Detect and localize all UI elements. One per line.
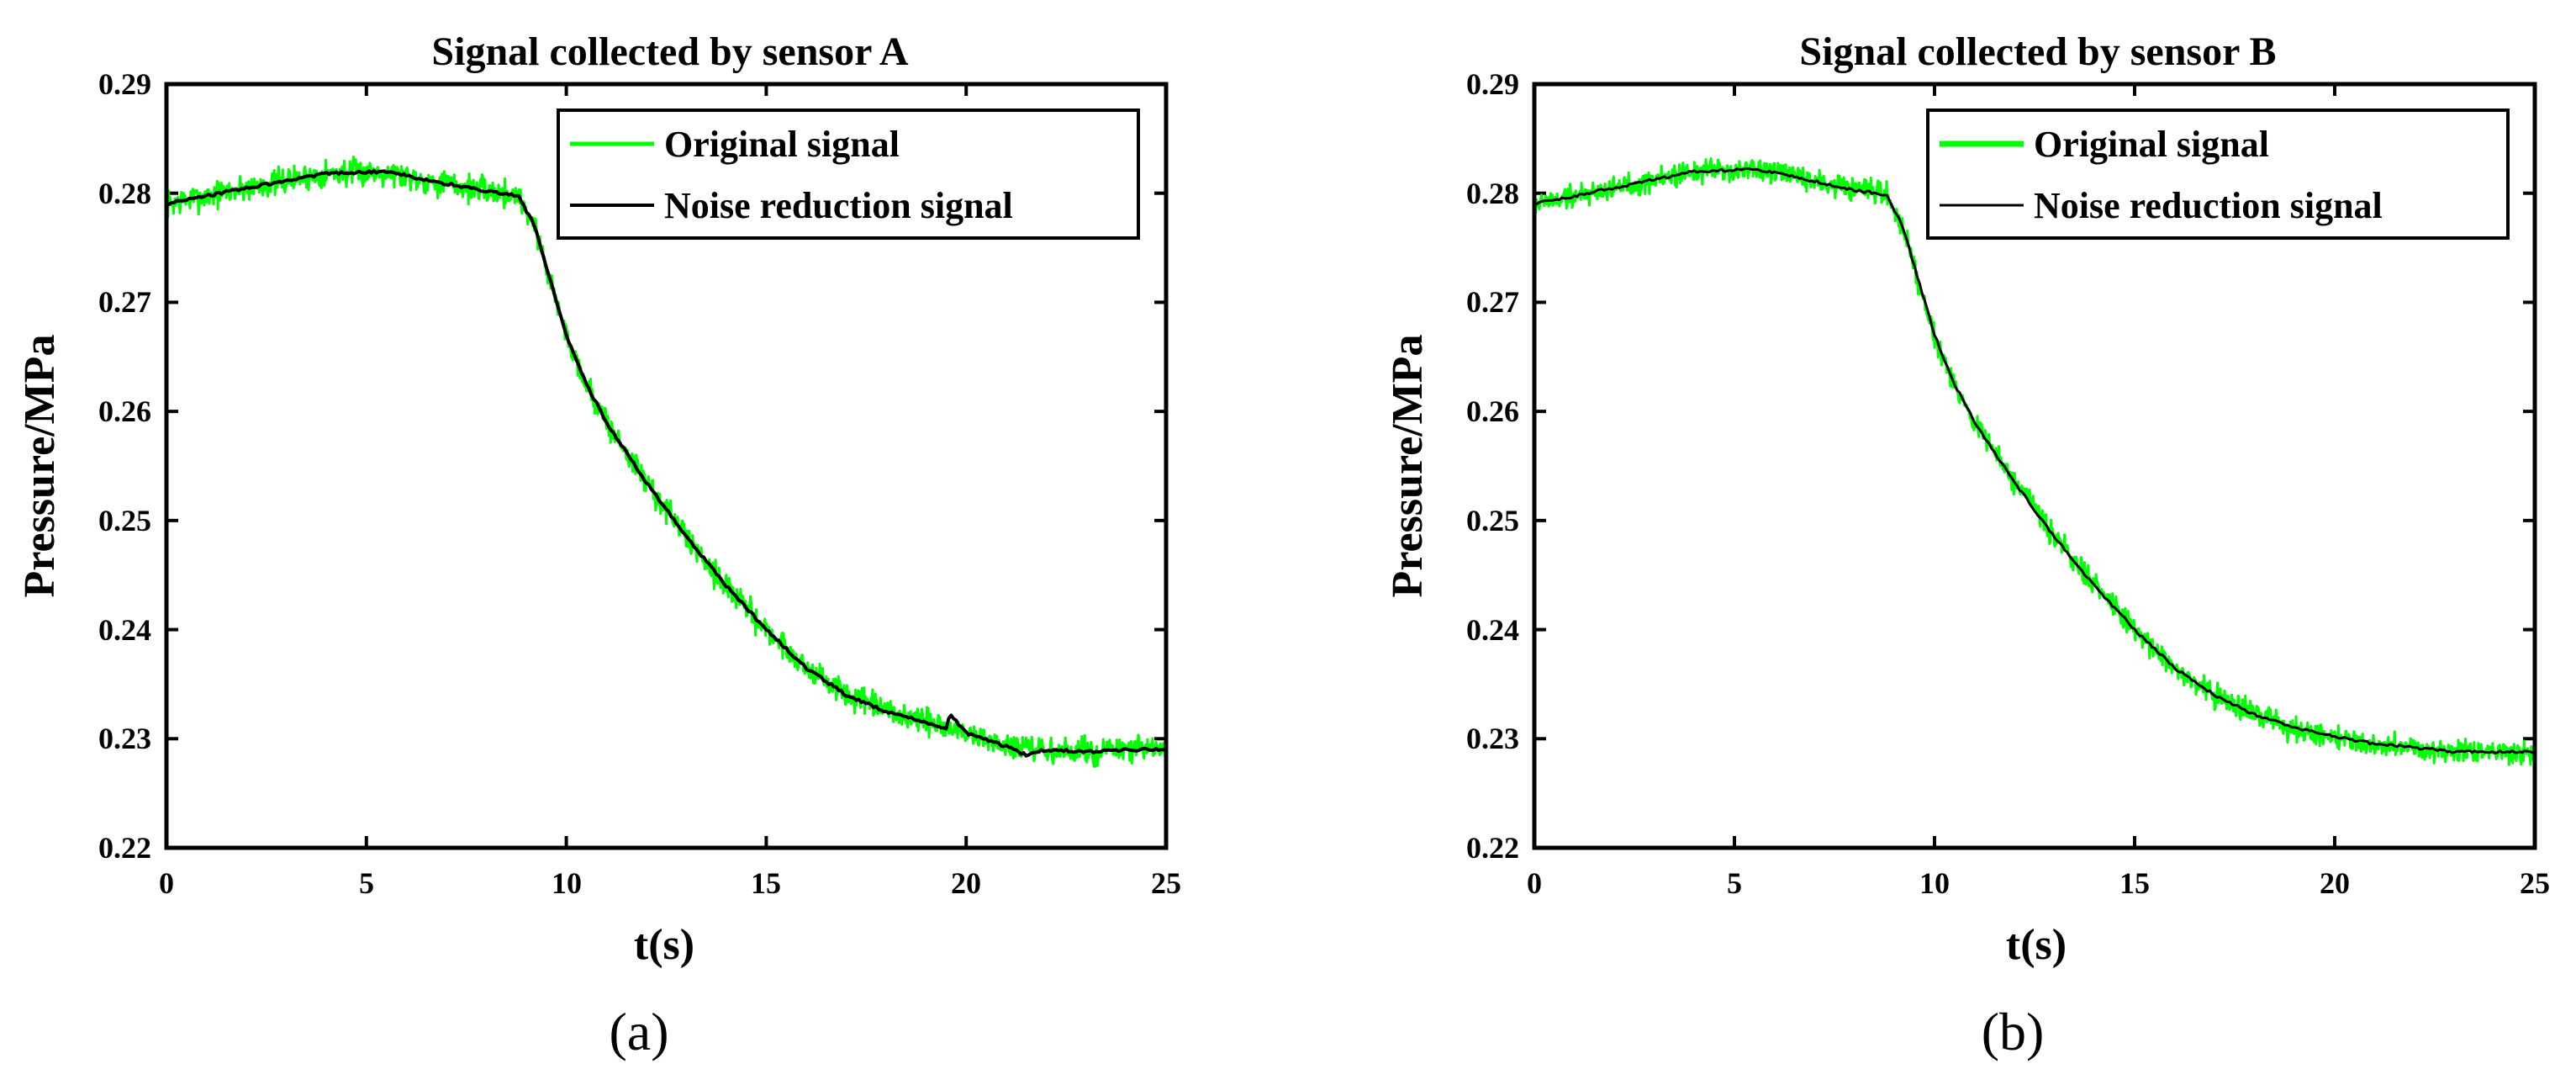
- chart-b-x-axis-label: t(s): [2006, 921, 2067, 969]
- chart-b-x-tick-label: 25: [2520, 866, 2550, 900]
- chart-b-axes-box: [1532, 82, 2537, 850]
- chart-b-x-tick-label: 5: [1727, 866, 1742, 900]
- chart-a-legend: Original signal Noise reduction signal: [557, 108, 1140, 240]
- panel-label-a: (a): [609, 1002, 668, 1061]
- chart-a-series-noise-reduction-signal: [166, 169, 1167, 758]
- chart-a-x-tick-labels: 0 5 10 15 20 25: [159, 866, 1181, 900]
- chart-b-y-tick-label: 0.25: [1466, 504, 1519, 537]
- chart-b-x-tick-label: 15: [2119, 866, 2150, 900]
- chart-a-y-tick-label: 0.26: [98, 394, 151, 428]
- chart-b-x-tick-labels: 0 5 10 15 20 25: [1527, 866, 2550, 900]
- chart-a-y-tick-label: 0.28: [98, 177, 151, 210]
- chart-b-x-tick-label: 0: [1527, 866, 1542, 900]
- chart-b-legend: Original signal Noise reduction signal: [1926, 108, 2510, 240]
- chart-b-legend-label-noise-reduction: Noise reduction signal: [2034, 185, 2383, 226]
- chart-a-legend-label-original: Original signal: [664, 124, 900, 165]
- chart-panel-a: Signal collected by sensor A 0.22 0.23 0…: [16, 29, 1181, 1061]
- chart-b-y-tick-label: 0.27: [1466, 285, 1519, 319]
- chart-b-y-tick-label: 0.28: [1466, 177, 1519, 210]
- chart-b-x-tick-label: 10: [1919, 866, 1950, 900]
- chart-b-series-noise-reduction-signal: [1533, 167, 2536, 754]
- chart-b-legend-label-original: Original signal: [2034, 124, 2269, 165]
- chart-a-y-tick-label: 0.25: [98, 504, 151, 537]
- chart-b-y-tick-label: 0.24: [1466, 613, 1519, 647]
- chart-a-y-tick-label: 0.29: [98, 67, 151, 101]
- chart-a-y-axis-label: Pressure/MPa: [16, 335, 64, 598]
- chart-a-y-tick-labels: 0.22 0.23 0.24 0.25 0.26 0.27 0.28 0.29: [98, 67, 151, 865]
- chart-panel-b: Signal collected by sensor B 0.22 0.23 0…: [1384, 29, 2550, 1061]
- chart-a-axes-box: [164, 82, 1169, 850]
- chart-b-x-tick-label: 20: [2320, 866, 2350, 900]
- chart-b-y-tick-label: 0.29: [1466, 67, 1519, 101]
- chart-a-x-tick-label: 25: [1151, 866, 1181, 900]
- chart-a-legend-label-noise-reduction: Noise reduction signal: [664, 185, 1013, 226]
- chart-b-legend-box: [1926, 108, 2510, 240]
- chart-a-y-tick-label: 0.24: [98, 613, 151, 647]
- chart-a-title: Signal collected by sensor A: [431, 29, 908, 74]
- chart-a-x-axis-label: t(s): [634, 921, 694, 969]
- chart-a-y-tick-label: 0.27: [98, 285, 151, 319]
- chart-b-y-tick-label: 0.23: [1466, 722, 1519, 755]
- chart-b-y-tick-label: 0.22: [1466, 831, 1519, 865]
- chart-a-x-tick-label: 15: [751, 866, 781, 900]
- chart-b-y-tick-label: 0.26: [1466, 394, 1519, 428]
- chart-a-x-tick-label: 20: [951, 866, 981, 900]
- chart-b-y-axis-label: Pressure/MPa: [1384, 335, 1432, 598]
- chart-a-x-tick-label: 0: [159, 866, 174, 900]
- panel-label-b: (b): [1982, 1002, 2045, 1061]
- chart-a-x-tick-label: 5: [359, 866, 374, 900]
- chart-a-y-tick-label: 0.22: [98, 831, 151, 865]
- chart-a-y-tick-label: 0.23: [98, 722, 151, 755]
- chart-a-x-tick-label: 10: [552, 866, 582, 900]
- chart-b-title: Signal collected by sensor B: [1799, 29, 2276, 74]
- chart-b-y-tick-labels: 0.22 0.23 0.24 0.25 0.26 0.27 0.28 0.29: [1466, 67, 1519, 865]
- chart-a-legend-box: [557, 108, 1140, 240]
